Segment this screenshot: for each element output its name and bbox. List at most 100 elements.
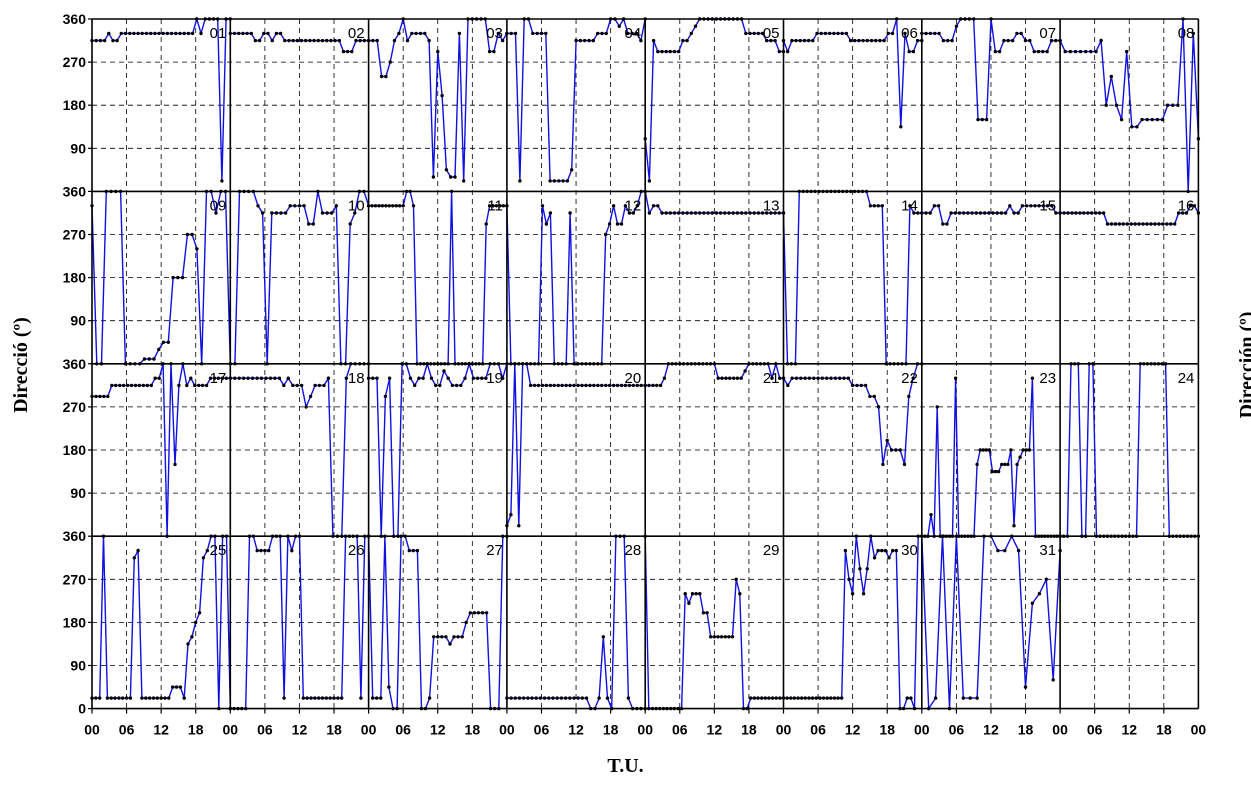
data-point [955, 25, 958, 28]
data-point [174, 32, 177, 35]
data-point [121, 696, 124, 699]
data-point [115, 39, 118, 42]
data-point [996, 211, 999, 214]
data-point [962, 696, 965, 699]
data-point [616, 222, 619, 225]
data-point [445, 168, 448, 171]
data-point [183, 32, 186, 35]
data-point [183, 696, 186, 699]
data-point [585, 696, 588, 699]
data-point [374, 204, 377, 207]
data-point [620, 384, 623, 387]
data-point [767, 696, 770, 699]
data-point [300, 384, 303, 387]
data-point [1094, 211, 1097, 214]
data-point [690, 211, 693, 214]
data-point [419, 32, 422, 35]
data-point [262, 32, 265, 35]
data-point [600, 384, 603, 387]
data-point [828, 32, 831, 35]
data-point [1045, 578, 1048, 581]
data-point [233, 32, 236, 35]
data-point [760, 696, 763, 699]
data-point [873, 556, 876, 559]
data-point [185, 384, 188, 387]
data-point [551, 696, 554, 699]
data-point [1146, 118, 1149, 121]
data-point [194, 621, 197, 624]
data-point [834, 377, 837, 380]
data-point [811, 696, 814, 699]
data-point [381, 204, 384, 207]
data-point [481, 611, 484, 614]
data-point [795, 377, 798, 380]
data-point [220, 179, 223, 182]
data-point [296, 39, 299, 42]
data-point [620, 222, 623, 225]
y-tick-label: 270 [63, 399, 87, 415]
data-point [160, 696, 163, 699]
data-point [677, 211, 680, 214]
data-point [824, 32, 827, 35]
data-point [406, 39, 409, 42]
data-point [794, 39, 797, 42]
data-point [880, 549, 883, 552]
data-point [427, 39, 430, 42]
data-point [605, 32, 608, 35]
data-point [275, 211, 278, 214]
data-point [975, 211, 978, 214]
data-point [371, 377, 374, 380]
data-point [241, 32, 244, 35]
data-point [899, 125, 902, 128]
data-point [727, 211, 730, 214]
data-point [853, 39, 856, 42]
data-point [884, 549, 887, 552]
data-point [812, 377, 815, 380]
data-point [580, 384, 583, 387]
data-point [1006, 463, 1009, 466]
data-point [282, 696, 285, 699]
data-point [447, 377, 450, 380]
data-point [715, 211, 718, 214]
data-point [1017, 549, 1020, 552]
data-point [535, 696, 538, 699]
data-point [530, 696, 533, 699]
x-tick-label: 00 [776, 722, 792, 738]
data-point [903, 463, 906, 466]
data-point [459, 384, 462, 387]
data-point [864, 384, 867, 387]
data-point [1028, 39, 1031, 42]
data-point [983, 211, 986, 214]
panel-label-day-09: 09 [210, 197, 227, 214]
data-point [1074, 50, 1077, 53]
data-point [1022, 448, 1025, 451]
data-point [540, 32, 543, 35]
data-point [553, 179, 556, 182]
data-point [873, 395, 876, 398]
data-point [857, 39, 860, 42]
data-point [410, 32, 413, 35]
data-point [260, 377, 263, 380]
data-point [1130, 125, 1133, 128]
data-point [933, 204, 936, 207]
data-point [602, 635, 605, 638]
data-point [1145, 222, 1148, 225]
data-point [509, 696, 512, 699]
data-point [748, 211, 751, 214]
data-point [1157, 222, 1160, 225]
data-point [150, 384, 153, 387]
data-point [886, 439, 889, 442]
panel-label-day-21: 21 [763, 370, 780, 387]
data-point [94, 696, 97, 699]
data-point [255, 377, 258, 380]
x-tick-label: 06 [672, 722, 688, 738]
data-point [124, 32, 127, 35]
data-point [170, 32, 173, 35]
data-point [318, 384, 321, 387]
data-point [695, 592, 698, 595]
data-point [740, 377, 743, 380]
panel-label-day-06: 06 [901, 25, 918, 42]
x-tick-label: 00 [361, 722, 377, 738]
data-point [597, 696, 600, 699]
data-point [596, 384, 599, 387]
